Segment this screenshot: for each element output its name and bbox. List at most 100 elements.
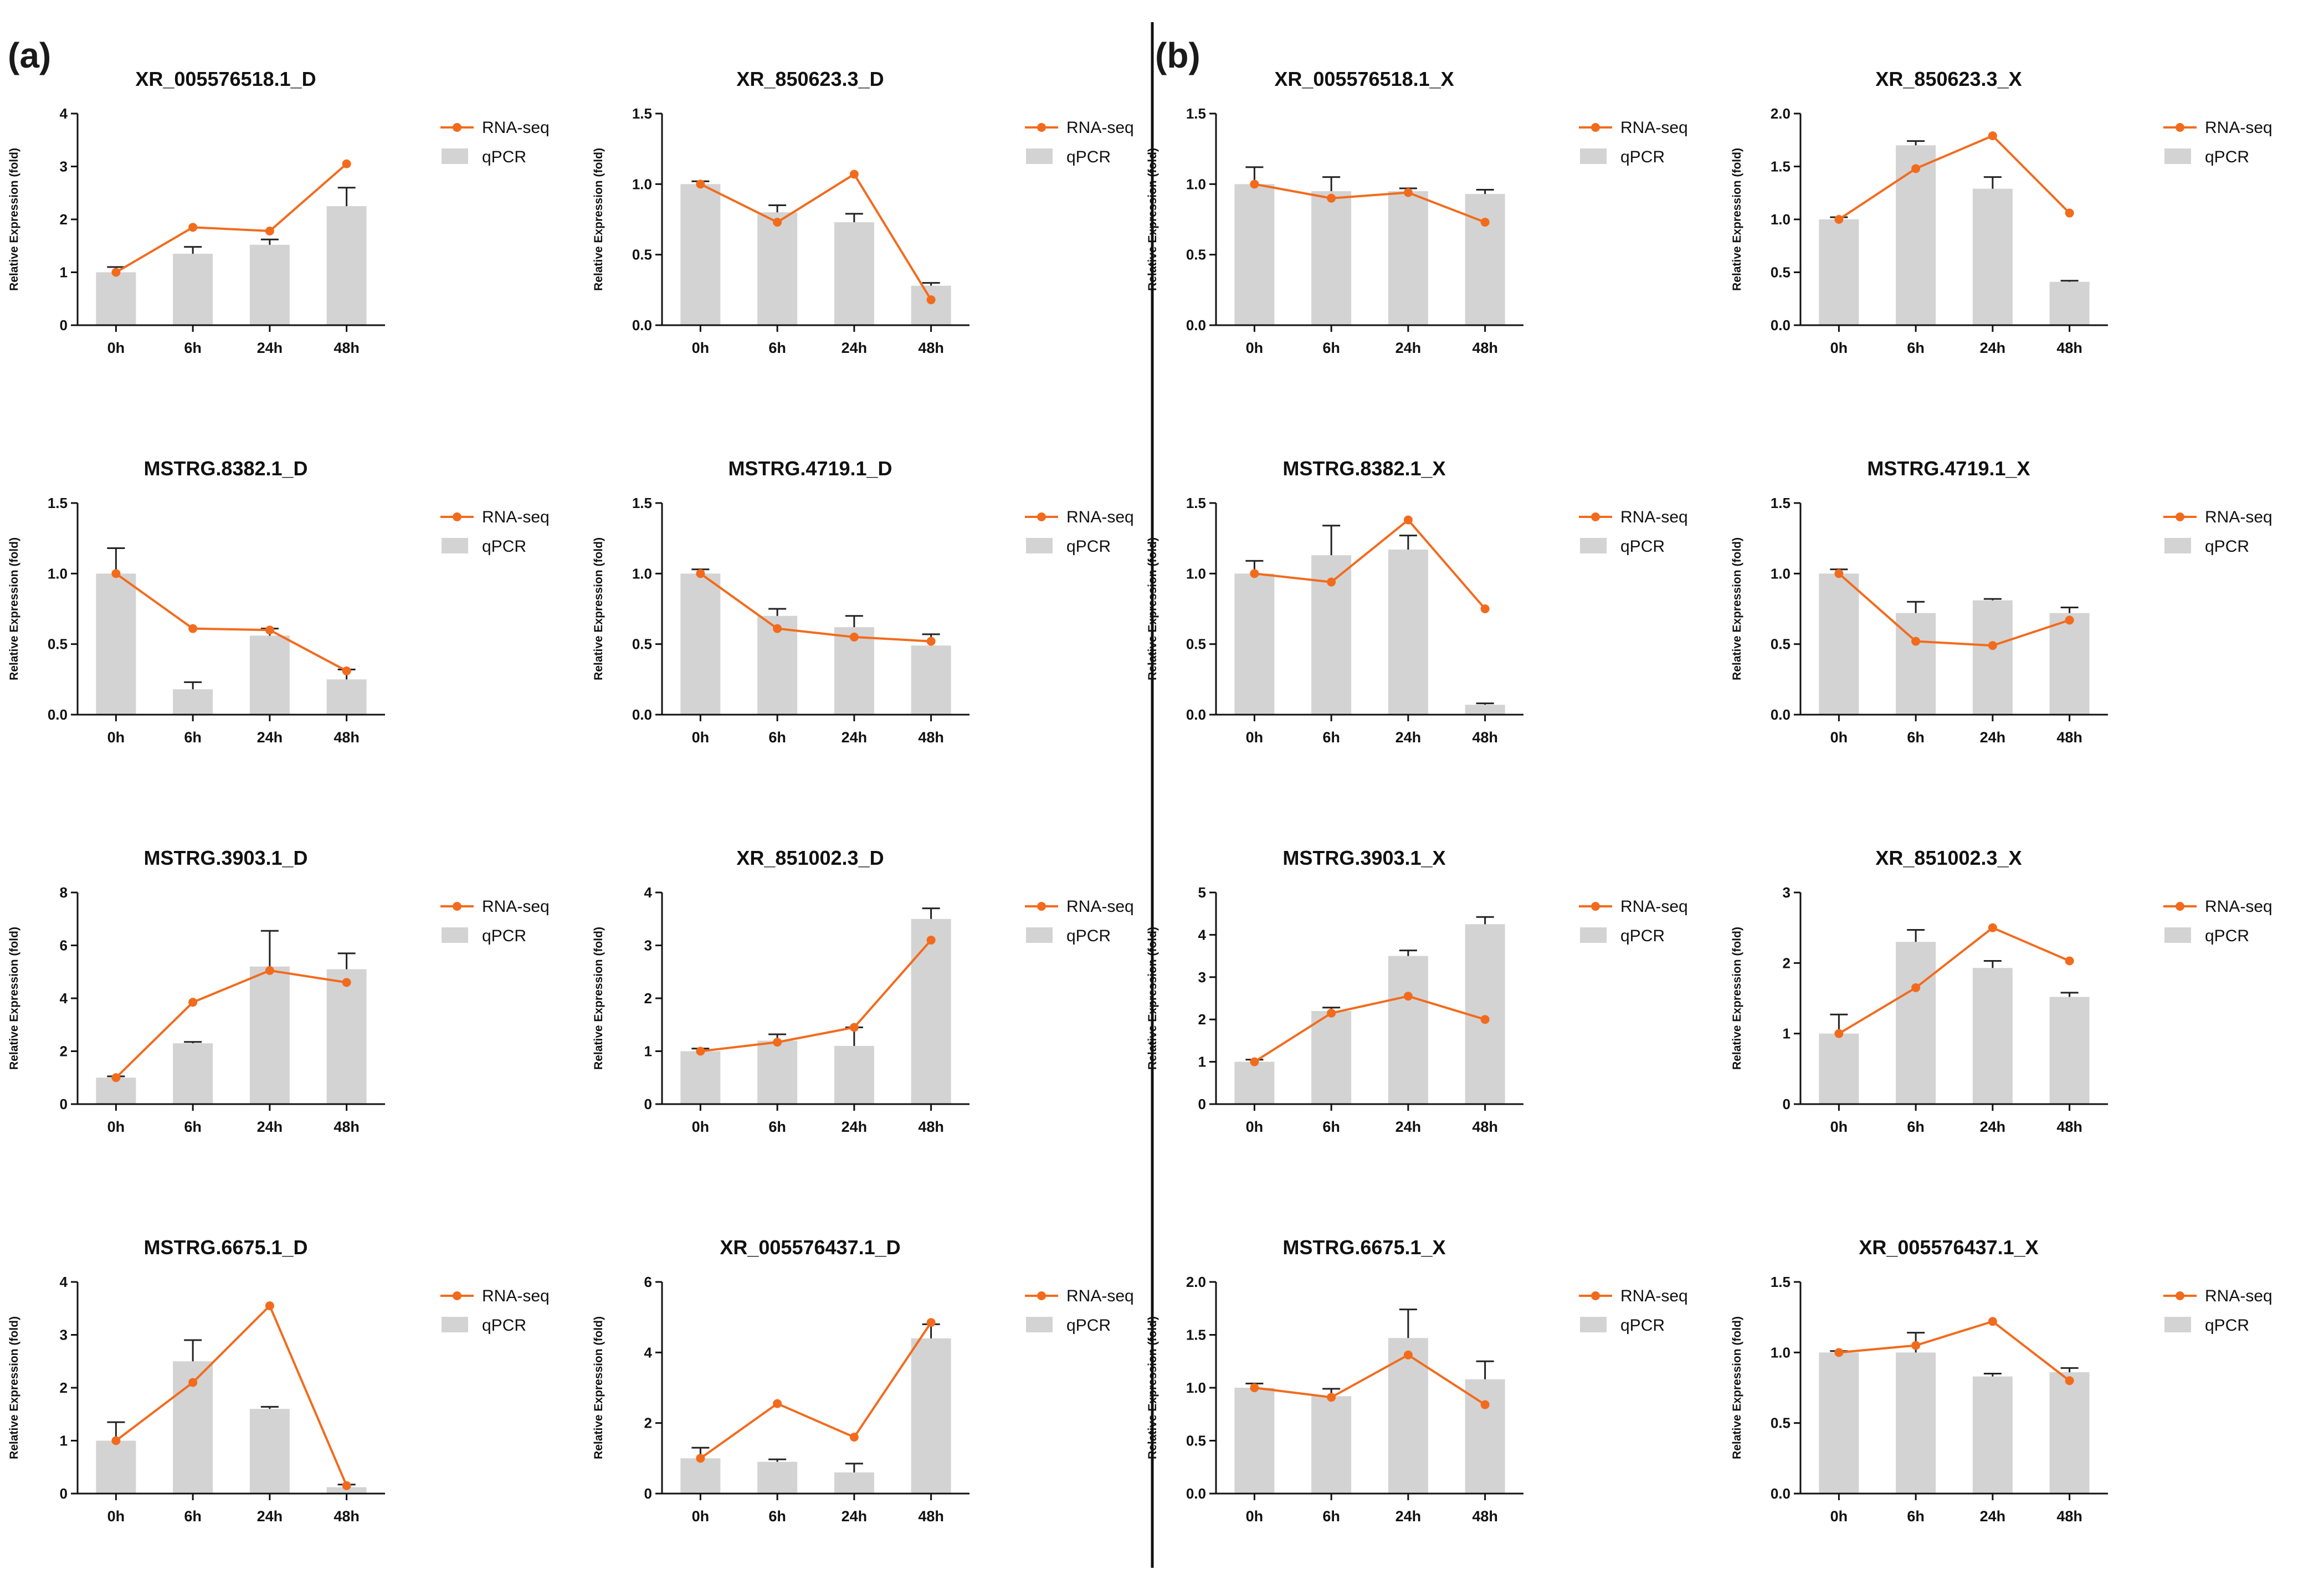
x-tick-label: 0h (1830, 1119, 1848, 1135)
legend-qpcr-label: qPCR (1620, 927, 1665, 945)
x-tick-label: 48h (1472, 340, 1498, 356)
y-tick-label: 2 (644, 990, 652, 1007)
bar-qpcr-48h (911, 645, 951, 715)
rna-seq-line (700, 572, 931, 643)
x-tick-label: 48h (2056, 340, 2082, 356)
x-tick-label: 6h (768, 1119, 786, 1135)
legend-qpcr-swatch (1026, 538, 1053, 553)
rna-seq-point-48h (342, 978, 351, 987)
rna-seq-point-48h (926, 1318, 936, 1327)
bar-qpcr-24h (1972, 1376, 2013, 1494)
y-tick-label: 0.5 (1186, 1433, 1206, 1449)
y-tick-label: 3 (60, 1327, 68, 1343)
legend-rna-seq-label: RNA-seq (482, 508, 550, 526)
rna-seq-point-0h (696, 1454, 705, 1463)
x-tick-label: 48h (918, 340, 944, 356)
x-tick-label: 6h (1322, 729, 1340, 746)
y-axis-label: Relative Expression (fold) (8, 148, 20, 291)
x-tick-label: 24h (1396, 1508, 1422, 1525)
rna-seq-point-0h (1250, 1057, 1259, 1066)
rna-seq-point-0h (696, 569, 705, 578)
y-tick-label: 4 (1198, 926, 1207, 943)
panel-label-b: (b) (1155, 35, 1201, 75)
rna-seq-point-6h (188, 1378, 198, 1387)
bar-qpcr-6h (173, 1043, 213, 1104)
rna-seq-point-48h (342, 666, 351, 676)
legend-qpcr-label: qPCR (1066, 1316, 1111, 1335)
x-tick-label: 48h (334, 1508, 360, 1525)
rna-seq-point-0h (1250, 1383, 1259, 1392)
x-tick-label: 6h (768, 340, 786, 356)
bar-qpcr-24h (1388, 956, 1428, 1104)
bar-qpcr-0h (1234, 184, 1275, 325)
legend-rna-seq-marker (2176, 1291, 2184, 1300)
y-tick-label: 8 (60, 884, 68, 901)
y-tick-label: 0.0 (48, 706, 68, 723)
y-tick-label: 3 (60, 158, 68, 175)
y-axis-label: Relative Expression (fold) (1146, 1316, 1159, 1459)
bar-qpcr-24h (249, 1409, 290, 1494)
chart-title: XR_850623.3_D (736, 68, 884, 90)
bar-qpcr-48h (326, 1487, 367, 1494)
x-tick-label: 48h (1472, 729, 1498, 746)
legend-qpcr-swatch (1580, 148, 1607, 164)
legend-qpcr-label: qPCR (2205, 148, 2249, 166)
bar-qpcr-48h (911, 919, 951, 1104)
x-tick-label: 0h (1246, 340, 1264, 356)
chart-6: MSTRG.4719.1_D Relative Expression (fold)… (592, 457, 1134, 746)
rna-seq-point-6h (1911, 164, 1921, 173)
bar-qpcr-6h (1311, 1010, 1352, 1104)
y-tick-label: 0.0 (1771, 706, 1791, 723)
bar-qpcr-48h (326, 206, 367, 325)
x-tick-label: 24h (1980, 729, 2006, 746)
bar-qpcr-0h (680, 184, 721, 325)
y-tick-label: 0.0 (632, 317, 652, 334)
legend-rna-seq-marker (1037, 123, 1046, 132)
bar-qpcr-24h (249, 966, 290, 1104)
y-tick-label: 0 (60, 1485, 68, 1502)
bar-qpcr-48h (2049, 1372, 2090, 1494)
legend-rna-seq-label: RNA-seq (482, 119, 550, 137)
bar-qpcr-6h (1896, 1352, 1936, 1494)
x-tick-label: 48h (334, 729, 360, 746)
legend-qpcr-label: qPCR (2205, 927, 2249, 945)
rna-seq-point-24h (849, 1023, 859, 1032)
x-tick-label: 6h (768, 1508, 786, 1525)
bar-qpcr-48h (2049, 281, 2090, 325)
legend-rna-seq-label: RNA-seq (1066, 1287, 1134, 1305)
legend-rna-seq-label: RNA-seq (1620, 897, 1688, 916)
x-tick-label: 6h (1322, 1119, 1340, 1135)
x-tick-label: 6h (184, 1119, 202, 1135)
rna-seq-point-24h (849, 1433, 859, 1442)
legend-qpcr-swatch (1026, 148, 1053, 164)
x-tick-label: 48h (334, 340, 360, 356)
y-tick-label: 1.0 (1186, 1379, 1206, 1396)
legend-qpcr-label: qPCR (482, 927, 526, 945)
rna-seq-point-48h (2065, 615, 2074, 625)
chart-title: MSTRG.3903.1_D (143, 847, 307, 869)
x-tick-label: 48h (2056, 729, 2082, 746)
rna-seq-point-24h (265, 966, 274, 975)
y-axis-label: Relative Expression (fold) (8, 537, 20, 680)
x-tick-label: 24h (1396, 340, 1422, 356)
legend-qpcr-label: qPCR (1066, 927, 1111, 945)
y-tick-label: 3 (644, 937, 652, 954)
x-tick-label: 24h (842, 1508, 868, 1525)
y-tick-label: 1.5 (1186, 1327, 1206, 1343)
bar-qpcr-0h (96, 573, 136, 715)
bar-qpcr-0h (1819, 219, 1859, 325)
legend-rna-seq-label: RNA-seq (2205, 508, 2272, 526)
y-tick-label: 0.0 (1186, 1485, 1206, 1502)
chart-14: XR_005576437.1_D Relative Expression (fol… (592, 1236, 1134, 1525)
legend-rna-seq-marker (1037, 1291, 1046, 1300)
y-tick-label: 0.0 (1186, 317, 1206, 334)
y-tick-label: 0 (60, 317, 68, 334)
rna-seq-point-0h (111, 1436, 121, 1445)
legend-rna-seq-label: RNA-seq (1066, 897, 1134, 916)
y-tick-label: 1.5 (48, 495, 68, 511)
rna-seq-line (115, 969, 347, 1079)
rna-seq-point-48h (342, 159, 351, 168)
bar-qpcr-0h (1819, 1033, 1859, 1104)
x-tick-label: 0h (107, 1119, 125, 1135)
